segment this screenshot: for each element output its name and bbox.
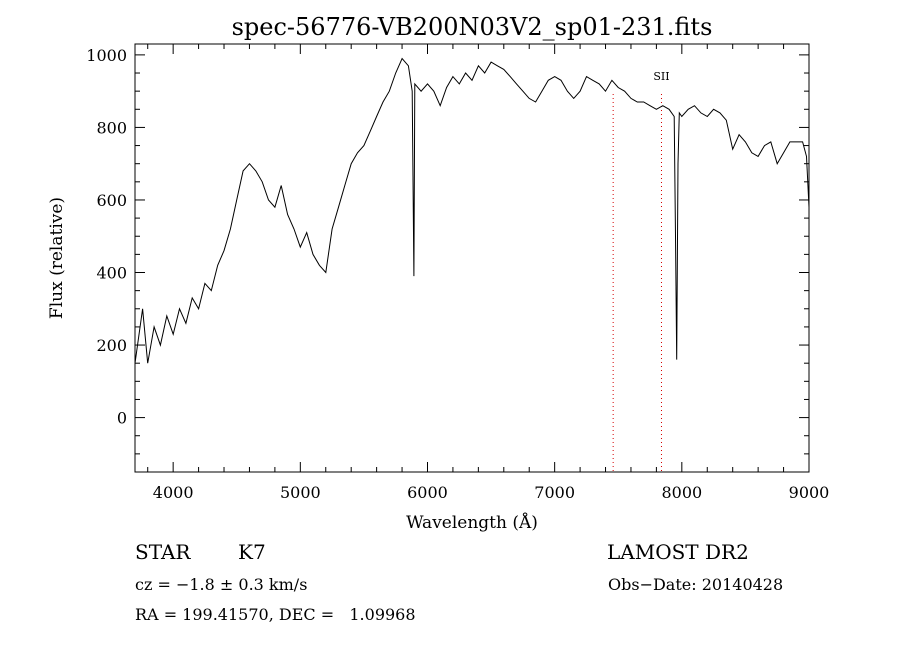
annotation-layer: SII — [612, 70, 670, 472]
y-tick-label: 1000 — [86, 46, 127, 65]
y-axis-label: Flux (relative) — [47, 197, 67, 319]
coords-text: RA = 199.41570, DEC = 1.09968 — [135, 605, 416, 624]
plot-frame — [134, 43, 810, 473]
x-tick-label: 8000 — [661, 483, 702, 502]
series-layer — [135, 57, 809, 364]
y-tick-label: 800 — [96, 118, 127, 137]
line-marker-label: SII — [653, 70, 669, 83]
chart-title: spec-56776-VB200N03V2_sp01-231.fits — [232, 13, 713, 41]
subclass-label: K7 — [238, 540, 266, 564]
x-tick-label: 6000 — [407, 483, 448, 502]
x-tick-label: 5000 — [280, 483, 321, 502]
survey-label: LAMOST DR2 — [607, 540, 749, 564]
x-tick-label: 4000 — [153, 483, 194, 502]
x-axis-label: Wavelength (Å) — [406, 512, 538, 533]
y-tick-label: 200 — [96, 336, 127, 355]
x-tick-label: 9000 — [789, 483, 830, 502]
y-tick-label: 400 — [96, 264, 127, 283]
class-label: STAR — [135, 540, 191, 564]
x-tick-label: 7000 — [534, 483, 575, 502]
axis-layer: 4000 5000 6000 7000 8000 9000 0 200 400 600 800 100… — [86, 44, 829, 502]
obs-date-text: Obs−Date: 20140428 — [608, 575, 784, 594]
y-tick-label: 0 — [117, 409, 127, 428]
spectrum-series-line — [135, 57, 809, 364]
y-tick-label: 600 — [96, 191, 127, 210]
redshift-text: cz = −1.8 ± 0.3 km/s — [135, 575, 308, 594]
